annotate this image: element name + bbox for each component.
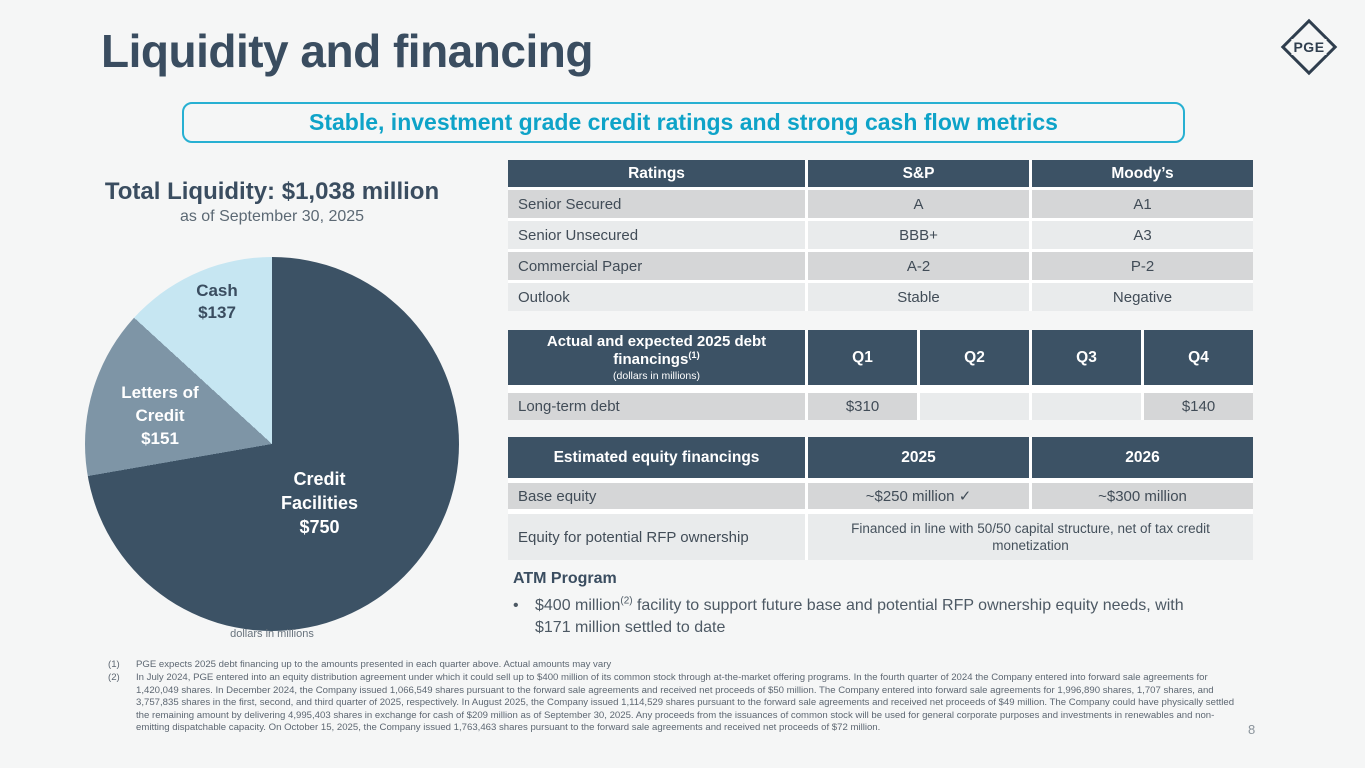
table-cell: Long-term debt <box>508 393 805 420</box>
table-cell: A <box>808 190 1029 218</box>
pie-label-cf-value: $750 <box>299 517 340 537</box>
footnote-1-text: PGE expects 2025 debt financing up to th… <box>136 659 612 670</box>
pie-label-cf-name-1: Credit <box>293 469 346 489</box>
debt-header-q3: Q3 <box>1032 330 1141 385</box>
pie-label-loc-name-1: Letters of <box>121 383 199 402</box>
footnote-2: (2) In July 2024, PGE entered into an eq… <box>108 672 1236 734</box>
pie-label-cash: Cash $137 <box>167 280 267 324</box>
footnote-1: (1) PGE expects 2025 debt financing up t… <box>108 659 1236 671</box>
debt-header-q1: Q1 <box>808 330 917 385</box>
headline-banner: Stable, investment grade credit ratings … <box>182 102 1185 143</box>
pie-chart <box>85 257 459 631</box>
debt-financings-table: Actual and expected 2025 debt financings… <box>508 330 1253 420</box>
table-cell: ~$250 million ✓ <box>808 483 1029 509</box>
footnote-2-text: In July 2024, PGE entered into an equity… <box>136 672 1235 734</box>
pie-label-loc-name-2: Credit <box>135 406 185 425</box>
footnotes: (1) PGE expects 2025 debt financing up t… <box>108 659 1236 735</box>
equity-header-2026: 2026 <box>1032 437 1253 478</box>
atm-bullet-rest: facility to support future base and pote… <box>535 597 1184 636</box>
table-cell: Senior Unsecured <box>508 221 805 249</box>
debt-header-q4: Q4 <box>1144 330 1253 385</box>
equity-header-title: Estimated equity financings <box>508 437 805 478</box>
pie-label-loc-value: $151 <box>141 429 179 448</box>
footnote-2-number: (2) <box>108 672 120 684</box>
table-cell: BBB+ <box>808 221 1029 249</box>
table-cell: Base equity <box>508 483 805 509</box>
liquidity-title: Total Liquidity: $1,038 million <box>104 178 440 205</box>
table-cell: A1 <box>1032 190 1253 218</box>
ratings-header-sp: S&P <box>808 160 1029 187</box>
debt-table-units: (dollars in millions) <box>613 370 700 382</box>
debt-table-title-cell: Actual and expected 2025 debt financings… <box>508 330 805 385</box>
pie-label-credit-facilities: Credit Facilities $750 <box>252 467 387 539</box>
pie-label-cf-name-2: Facilities <box>280 493 359 513</box>
pie-label-cash-value: $137 <box>198 303 236 322</box>
bullet-icon: • <box>513 597 519 614</box>
atm-bullet-amount: $400 million <box>535 597 621 614</box>
equity-header-2025: 2025 <box>808 437 1029 478</box>
ratings-header-ratings: Ratings <box>508 160 805 187</box>
table-cell: Senior Secured <box>508 190 805 218</box>
debt-table-title-footnote-ref: (1) <box>688 350 700 360</box>
ratings-table: Ratings S&P Moody’s Senior Secured A A1 … <box>508 160 1253 311</box>
table-cell: Financed in line with 50/50 capital stru… <box>808 514 1253 560</box>
footnote-1-number: (1) <box>108 659 120 670</box>
table-cell: P-2 <box>1032 252 1253 280</box>
table-cell <box>920 393 1029 420</box>
table-cell: Outlook <box>508 283 805 311</box>
table-cell: $140 <box>1144 393 1253 420</box>
table-cell: Commercial Paper <box>508 252 805 280</box>
pie-label-cash-name: Cash <box>196 281 238 300</box>
atm-program-title: ATM Program <box>513 570 617 587</box>
equity-financings-table: Estimated equity financings 2025 2026 Ba… <box>508 437 1253 560</box>
liquidity-subtitle: as of September 30, 2025 <box>179 208 365 225</box>
headline-banner-text: Stable, investment grade credit ratings … <box>309 109 1058 135</box>
debt-table-title-text: Actual and expected 2025 debt financings <box>546 333 767 368</box>
atm-bullet-footnote-ref: (2) <box>620 595 633 607</box>
pie-caption: dollars in millions <box>230 628 314 640</box>
page-number: 8 <box>1248 722 1256 737</box>
debt-header-q2: Q2 <box>920 330 1029 385</box>
table-cell: Negative <box>1032 283 1253 311</box>
pie-label-letters-of-credit: Letters of Credit $151 <box>90 381 230 450</box>
table-cell: ~$300 million <box>1032 483 1253 509</box>
debt-table-title: Actual and expected 2025 debt financings… <box>516 333 797 369</box>
pge-logo: PGE <box>1280 18 1338 76</box>
table-cell <box>1032 393 1141 420</box>
pge-logo-text: PGE <box>1291 39 1327 55</box>
table-cell: $310 <box>808 393 917 420</box>
page-title: Liquidity and financing <box>101 25 593 77</box>
atm-program-bullet-text: $400 million(2) facility to support futu… <box>535 595 1213 639</box>
table-cell: Equity for potential RFP ownership <box>508 514 805 560</box>
atm-program-bullet: • $400 million(2) facility to support fu… <box>513 595 1213 639</box>
table-cell: A-2 <box>808 252 1029 280</box>
ratings-header-moodys: Moody’s <box>1032 160 1253 187</box>
table-cell: Stable <box>808 283 1029 311</box>
table-cell: A3 <box>1032 221 1253 249</box>
